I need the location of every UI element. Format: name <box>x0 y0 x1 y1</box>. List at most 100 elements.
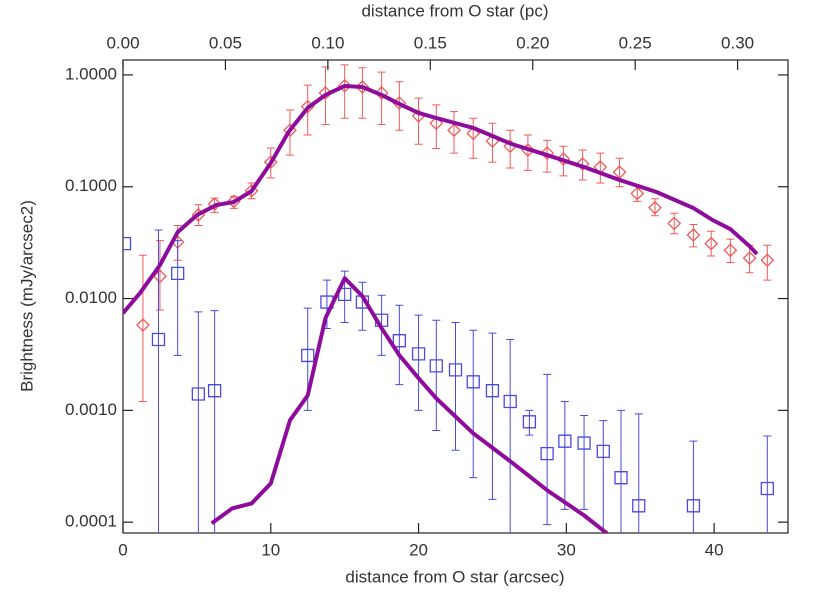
error-bar <box>194 311 203 533</box>
diamond <box>667 216 682 231</box>
error-bar <box>580 414 589 510</box>
y-tick-label: 0.0001 <box>65 512 117 531</box>
x2-tick-label: 0.10 <box>311 33 344 52</box>
x2-tick-label: 0.30 <box>721 33 754 52</box>
error-bar <box>469 329 478 479</box>
x2-tick-label: 0.20 <box>516 33 549 52</box>
error-bar <box>543 373 552 526</box>
square <box>686 499 701 513</box>
error-bar <box>432 104 441 149</box>
diamond <box>153 269 167 284</box>
error-bar <box>414 314 423 411</box>
diamond <box>263 155 278 170</box>
square <box>411 347 426 361</box>
square <box>191 387 206 401</box>
square <box>466 375 480 389</box>
plot-frame <box>122 59 789 534</box>
square <box>522 415 537 429</box>
y-axis-label: Brightness (mJy/arcsec2) <box>17 200 36 392</box>
error-bar <box>707 230 716 257</box>
error-bar <box>689 223 698 248</box>
error-bar <box>560 401 569 510</box>
error-bar <box>210 310 219 533</box>
error-bar <box>450 111 459 154</box>
error-bar <box>617 409 626 533</box>
diamond <box>723 243 738 258</box>
error-bar <box>689 440 698 533</box>
diamond <box>575 156 590 171</box>
error-bar <box>154 229 163 533</box>
plot-area <box>123 64 775 533</box>
error-bar <box>488 122 497 163</box>
error-bar <box>670 212 679 235</box>
x-tick-label: 30 <box>557 540 576 559</box>
square <box>760 481 774 496</box>
diamond <box>630 186 645 201</box>
error-bar <box>596 152 605 184</box>
square <box>448 363 463 377</box>
error-bar <box>506 129 515 169</box>
square <box>596 444 610 458</box>
diamond <box>207 197 222 211</box>
error-bar <box>395 304 404 386</box>
square <box>558 434 572 448</box>
error-bar <box>173 240 182 356</box>
x2-tick-label: 0.15 <box>414 33 447 52</box>
diamond <box>429 116 444 131</box>
error-bar <box>726 238 735 264</box>
error-bar <box>634 413 643 533</box>
y-tick-label: 1.0000 <box>65 64 117 83</box>
y-tick-label: 0.1000 <box>65 176 117 195</box>
diamond <box>760 253 775 268</box>
diamond <box>686 228 701 242</box>
error-bar <box>469 117 478 159</box>
square <box>632 499 646 513</box>
diamond <box>447 123 461 138</box>
diamond <box>374 86 389 100</box>
diamond <box>244 183 259 198</box>
x-tick-label: 20 <box>409 540 428 559</box>
diamond <box>742 251 757 266</box>
square <box>374 313 389 327</box>
square <box>614 471 628 485</box>
error-bar <box>138 254 147 403</box>
error-bar <box>358 281 367 331</box>
x-tick-label: 10 <box>261 540 280 559</box>
square <box>577 436 591 450</box>
square <box>171 266 185 281</box>
square <box>485 384 500 398</box>
x2-tick-label: 0.05 <box>209 33 242 52</box>
x-axis-label: distance from O star (arcsec) <box>345 567 564 586</box>
square <box>151 332 166 347</box>
model-curve <box>210 276 609 533</box>
diamond <box>648 200 662 215</box>
square <box>338 287 352 302</box>
error-bar <box>763 244 772 281</box>
square <box>503 394 517 409</box>
square <box>207 384 222 398</box>
error-bar <box>523 134 532 171</box>
x2-tick-label: 0.00 <box>106 33 139 52</box>
y-tick-label: 0.0010 <box>65 400 117 419</box>
x2-tick-label: 0.25 <box>619 33 652 52</box>
error-bar <box>155 240 164 311</box>
square <box>540 447 554 461</box>
x-tick-label: 0 <box>118 540 127 559</box>
error-bar <box>451 322 460 451</box>
diamond <box>704 236 719 251</box>
y-tick-label: 0.0100 <box>65 288 117 307</box>
model-curve <box>123 83 759 315</box>
diamond <box>136 318 150 332</box>
error-bar <box>432 319 441 432</box>
error-bar <box>525 409 534 436</box>
square <box>320 295 334 309</box>
error-bar <box>488 332 497 500</box>
x2-axis-label: distance from O star (pc) <box>361 1 548 20</box>
error-bar <box>506 339 515 533</box>
diamond <box>540 146 555 161</box>
x-tick-label: 40 <box>705 540 724 559</box>
square <box>123 236 132 251</box>
diamond <box>337 78 352 93</box>
square <box>429 359 443 373</box>
